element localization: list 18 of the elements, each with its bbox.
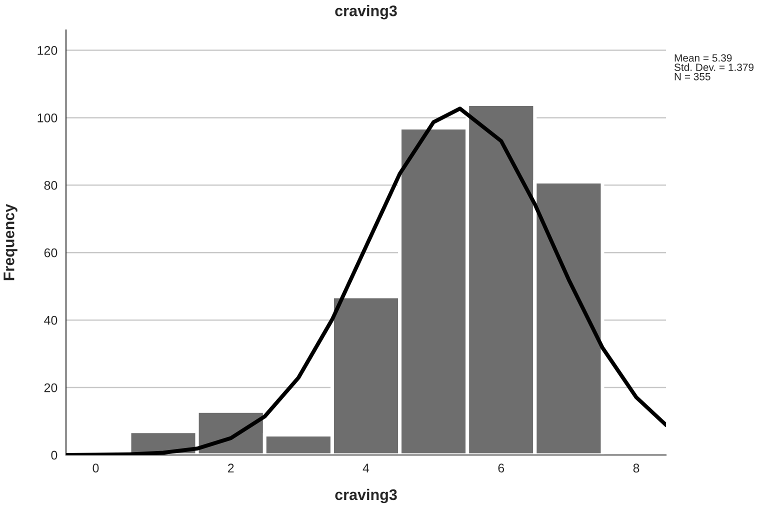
y-axis-title: Frequency (4, 204, 18, 280)
y-tick-label: 80 (44, 180, 58, 190)
y-tick-label: 0 (51, 450, 58, 460)
x-tick-label: 2 (228, 464, 234, 472)
x-tick-label: 8 (633, 464, 640, 473)
y-tick-label: 40 (44, 316, 58, 325)
text: N = 355 (674, 72, 710, 80)
text: Mean = 5.39 (674, 54, 732, 62)
x-axis-title: craving3 (335, 488, 397, 504)
y-tick-label: 120 (38, 46, 58, 55)
text: Std. Dev. = 1.379 (674, 63, 754, 71)
y-tick-label: 100 (38, 114, 58, 122)
y-tick-label: 60 (44, 248, 58, 258)
y-tick-label: 20 (44, 383, 58, 392)
x-tick-label: 4 (362, 464, 370, 472)
x-tick-label: 6 (498, 464, 504, 473)
chart-title: craving3 (335, 5, 397, 20)
x-tick-label: 0 (92, 464, 99, 473)
